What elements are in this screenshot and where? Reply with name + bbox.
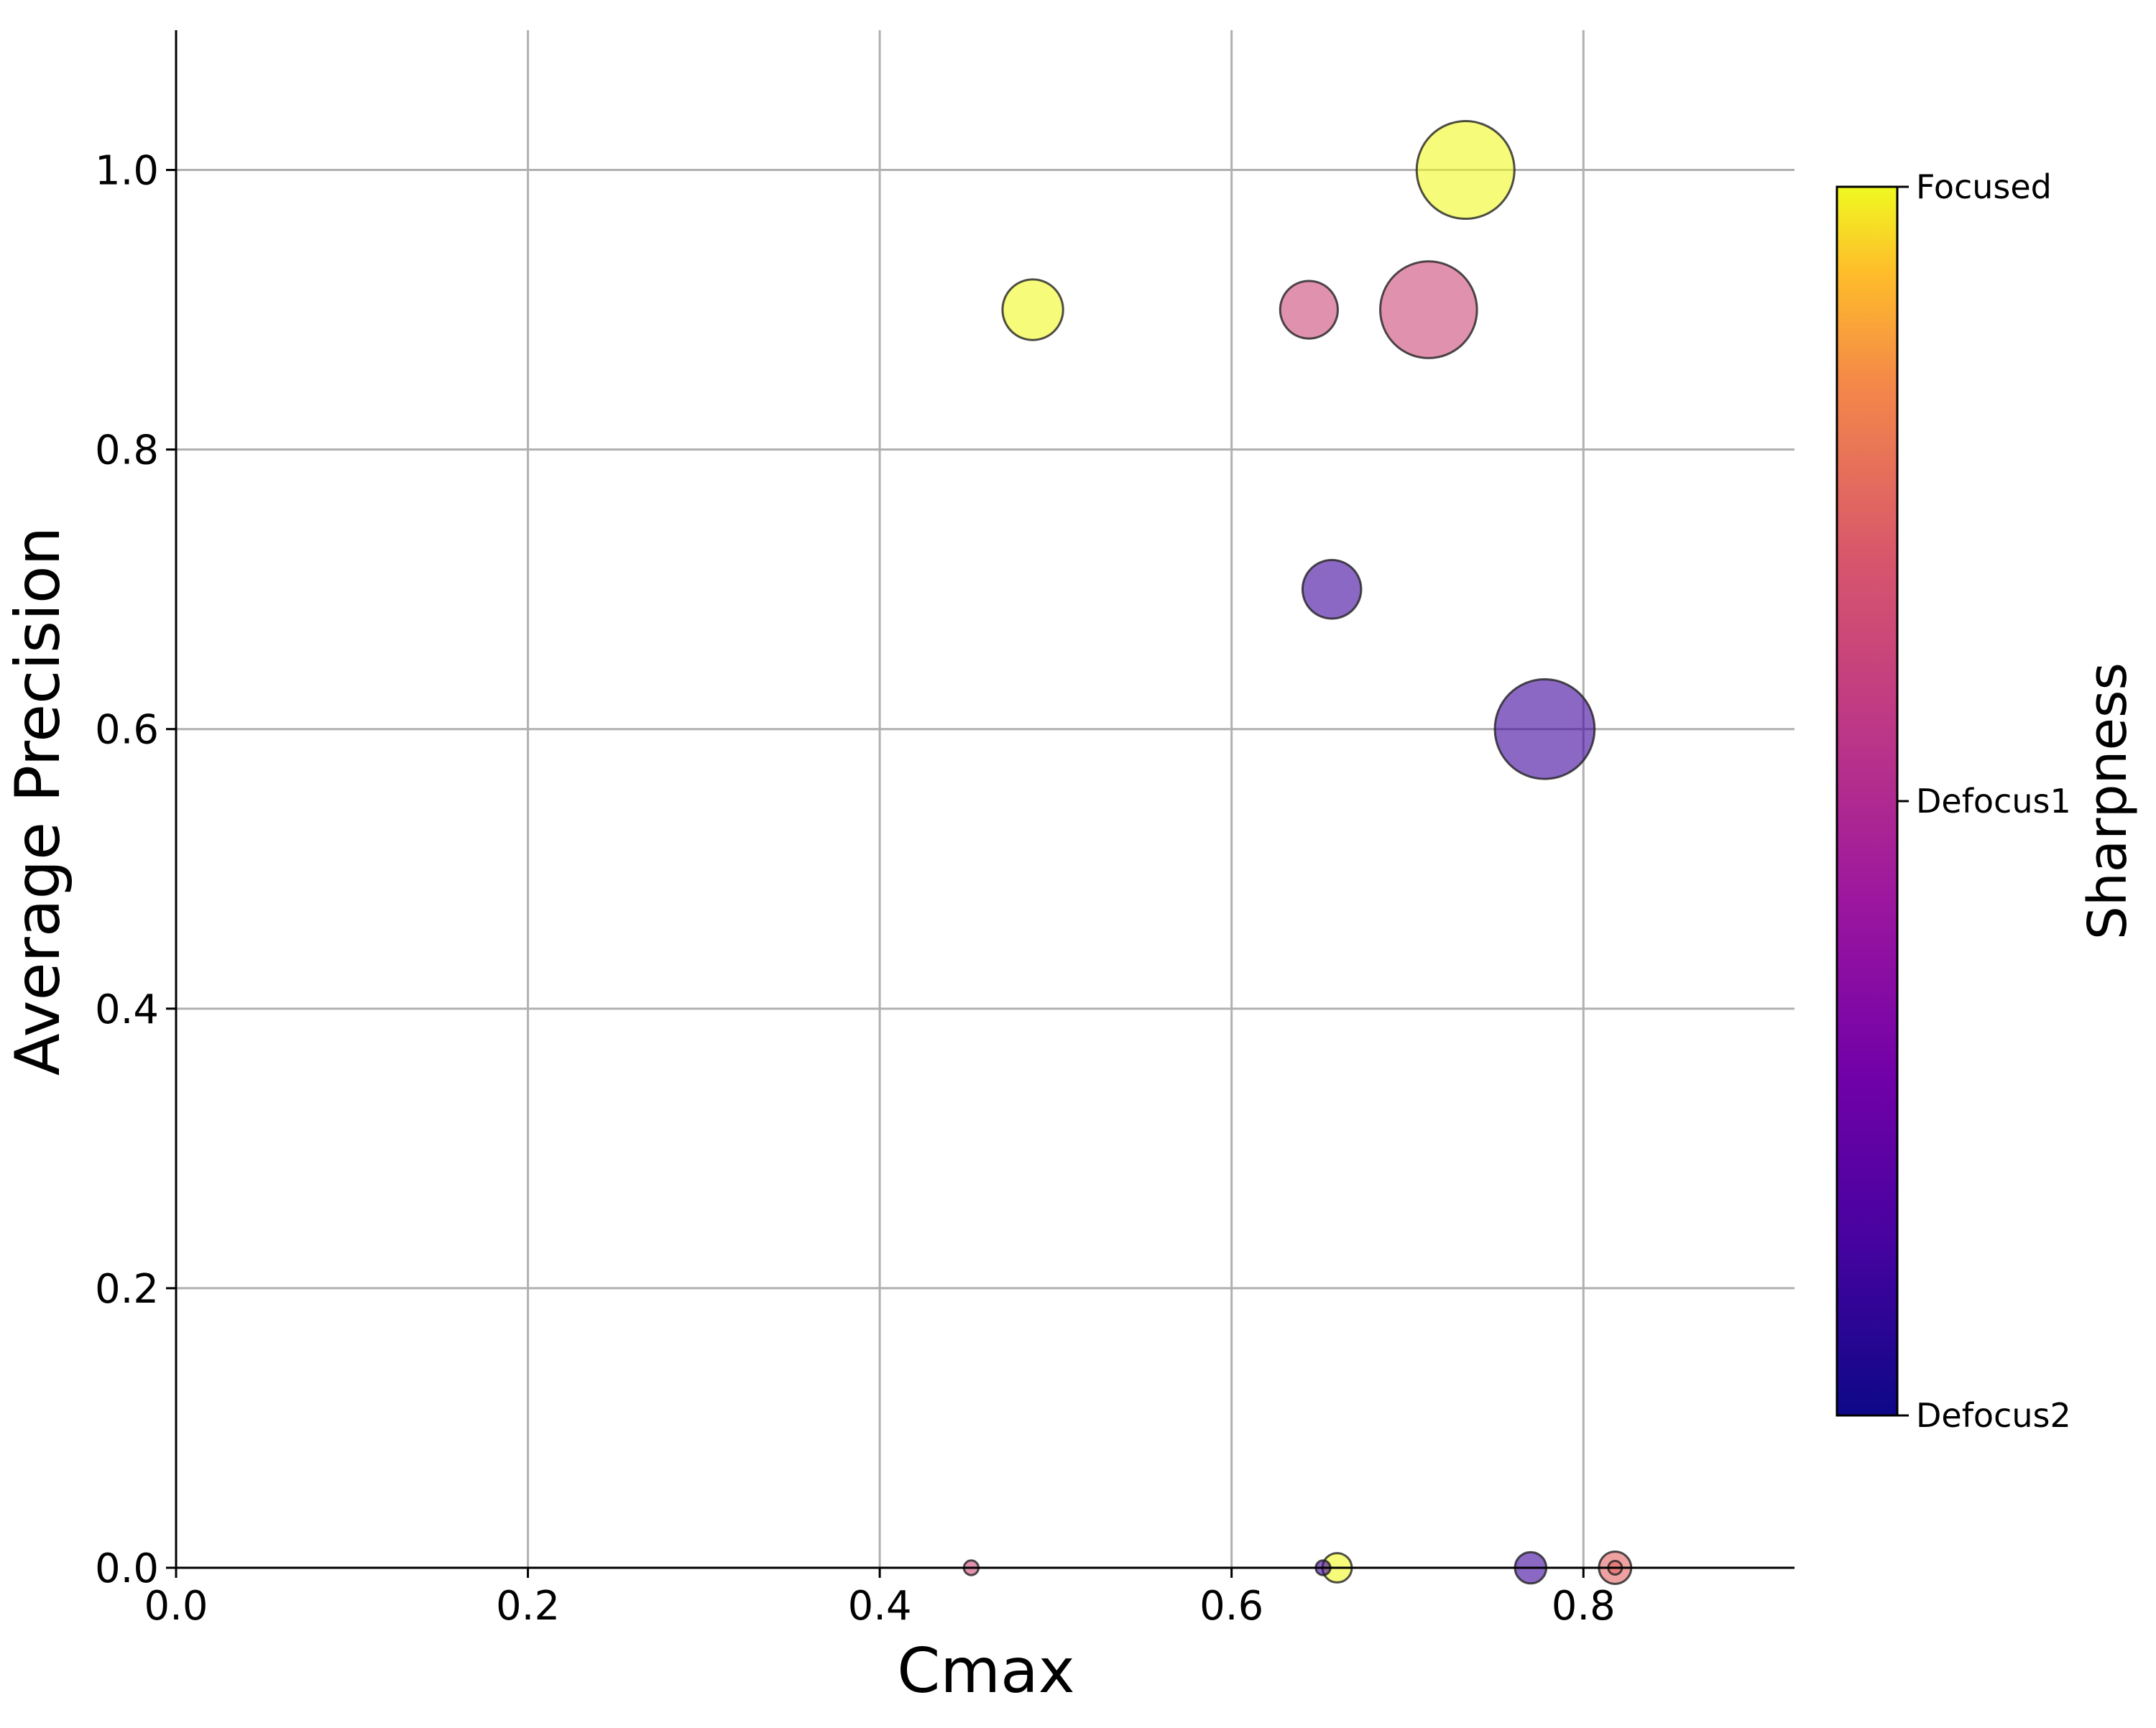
colorbar: Defocus2 Defocus1 Focused Sharpness: [1835, 167, 2139, 1435]
y-tick-label: 0.6: [95, 707, 159, 754]
grid-lines: [176, 30, 1795, 1568]
data-point: [1001, 278, 1064, 341]
x-tick-label: 0.4: [848, 1583, 912, 1630]
data-point: [1379, 260, 1478, 359]
colorbar-tick-label: Defocus2: [1916, 1396, 2071, 1435]
x-tick-label: 0.2: [496, 1583, 560, 1630]
colorbar-tick-label: Focused: [1916, 167, 2052, 206]
data-point: [1279, 279, 1340, 340]
axes: [166, 30, 1795, 1578]
bubble-layer: [962, 120, 1633, 1585]
colorbar-ticks: Defocus2 Defocus1 Focused: [1897, 167, 2071, 1435]
x-tick-label: 0.8: [1552, 1583, 1616, 1630]
y-tick-label: 0.0: [95, 1546, 159, 1592]
y-tick-label: 0.8: [95, 428, 159, 474]
x-tick-label: 0.0: [144, 1583, 208, 1630]
data-point: [1301, 558, 1363, 620]
y-tick-label: 0.2: [95, 1266, 159, 1313]
y-axis-title: Average Precision: [2, 527, 74, 1076]
tick-labels: 0.0 0.2 0.4 0.6 0.8 0.0 0.2 0.4 0.6 0.8 1.0: [95, 148, 1616, 1630]
y-tick-label: 1.0: [95, 148, 159, 195]
x-axis-title: Cmax: [897, 1635, 1074, 1707]
colorbar-title: Sharpness: [2077, 662, 2139, 940]
x-tick-label: 0.6: [1199, 1583, 1263, 1630]
colorbar-tick-label: Defocus1: [1916, 782, 2071, 821]
data-point: [1493, 678, 1596, 780]
colorbar-gradient: [1835, 185, 1899, 1417]
y-tick-label: 0.4: [95, 987, 159, 1033]
data-point: [1415, 120, 1516, 221]
